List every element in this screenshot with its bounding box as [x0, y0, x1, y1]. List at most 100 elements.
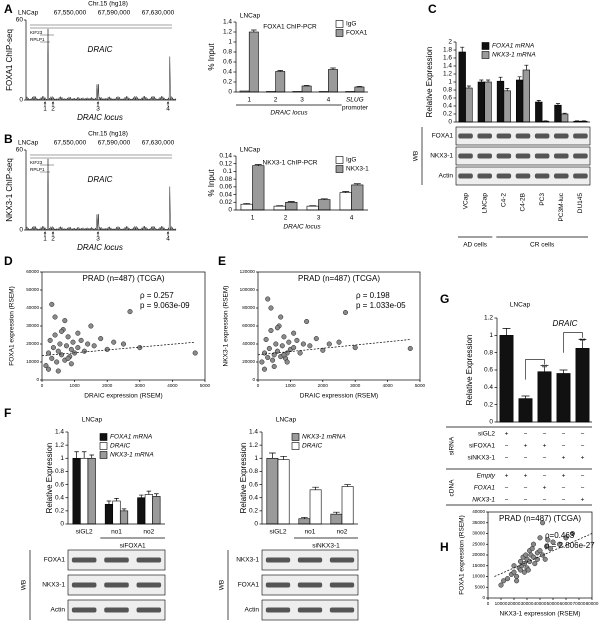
- chart-subtitle: LNCap: [82, 417, 103, 424]
- table-cell: +: [505, 431, 509, 438]
- point: [104, 346, 110, 352]
- blot-band: [265, 582, 291, 588]
- gene-name: RPLP1: [30, 37, 45, 42]
- y-tick-label: 30000: [26, 323, 39, 328]
- bar: [496, 80, 505, 123]
- error-bar: [89, 454, 94, 459]
- blot-band: [515, 133, 531, 139]
- x-tick-label: C4-2: [501, 193, 508, 207]
- point: [521, 569, 527, 575]
- bar: [104, 503, 114, 525]
- legend-swatch: [335, 20, 344, 28]
- bar: [298, 518, 311, 525]
- point: [547, 546, 553, 552]
- bar: [560, 113, 569, 123]
- point: [273, 341, 279, 347]
- y-axis-label: FOXA1 expression (RSEM): [9, 286, 16, 365]
- x-tick-label: C4-2B: [520, 193, 527, 211]
- error-bar: [521, 395, 530, 399]
- y-tick-label: 20000: [472, 552, 485, 557]
- bar: [339, 192, 352, 211]
- track-signal: [25, 28, 177, 101]
- bar: [137, 497, 146, 525]
- point: [281, 334, 287, 340]
- y-tick-label: 20000: [242, 359, 255, 364]
- blot-band: [71, 557, 97, 563]
- y-tick-label: 35000: [472, 520, 485, 525]
- group-label: AD cells: [463, 242, 488, 249]
- gene-model: [30, 24, 172, 43]
- error-bar: [536, 100, 541, 102]
- point: [75, 330, 81, 336]
- blot-band: [554, 153, 569, 159]
- point: [274, 348, 280, 354]
- site-label: 1: [43, 106, 47, 113]
- point: [511, 569, 517, 575]
- blot-band: [496, 153, 512, 159]
- y-tick-label: 1.8: [443, 47, 452, 54]
- table-cell: +: [562, 455, 566, 462]
- error-bar: [330, 67, 336, 70]
- track-chrom: Chr.15 (hg18): [88, 1, 128, 8]
- y-tick-label: 0.2: [443, 111, 452, 118]
- point: [291, 345, 297, 351]
- table-cell: −: [562, 431, 566, 438]
- point: [291, 330, 297, 336]
- track-coord: 67,550,000: [54, 140, 87, 147]
- bar: [328, 69, 338, 93]
- y-tick-label: 60000: [26, 269, 39, 274]
- point: [336, 339, 342, 345]
- x-tick-label: 0: [41, 383, 44, 388]
- y-tick-label: 1.6: [443, 55, 452, 62]
- table-cell: −: [562, 497, 566, 504]
- point: [137, 345, 143, 351]
- point: [259, 359, 265, 365]
- legend-swatch: [481, 42, 490, 50]
- x-axis-label: promoter: [342, 105, 369, 112]
- legend-swatch: [291, 442, 300, 450]
- point: [504, 576, 511, 582]
- y-tick-label: 1.4: [443, 63, 452, 70]
- x-tick-label: 1000: [285, 383, 296, 388]
- x-tick-label: 2: [284, 215, 288, 222]
- bar: [80, 457, 89, 525]
- error-bar: [243, 203, 251, 205]
- legend-label: IgG: [346, 157, 356, 164]
- bar: [330, 513, 343, 525]
- y-tick-label: 100000: [240, 287, 256, 292]
- bar: [248, 31, 259, 93]
- table-cell: −: [505, 485, 509, 492]
- point: [525, 567, 531, 573]
- stat-label: p = 9.063e-09: [140, 301, 190, 310]
- blot-band: [71, 607, 97, 613]
- y-tick-label: 30000: [472, 531, 485, 536]
- y-tick-label: 0.8: [484, 349, 493, 356]
- panel-label: C: [428, 2, 437, 16]
- bar: [522, 69, 530, 123]
- point: [284, 359, 290, 365]
- point: [514, 578, 520, 584]
- error-bar: [333, 511, 340, 515]
- x-axis-label: DRAIC expression (RSEM): [84, 393, 162, 400]
- panel-label: F: [4, 406, 11, 420]
- y-tick-label: 15000: [472, 563, 485, 568]
- error-bar: [106, 500, 112, 505]
- chart-title: NKX3-1 ChIP-PCR: [263, 160, 318, 167]
- error-bar: [121, 508, 127, 511]
- error-bar: [344, 484, 351, 487]
- point: [65, 355, 71, 361]
- y-tick-label: 40000: [242, 341, 255, 346]
- panel-label: B: [4, 132, 13, 146]
- y-tick-label: 0: [482, 595, 485, 600]
- bar: [301, 85, 312, 93]
- bar: [465, 87, 473, 123]
- y-tick-label: 80000: [242, 305, 255, 310]
- x-tick-label: 80000: [586, 601, 599, 606]
- point: [407, 345, 413, 352]
- point: [537, 535, 543, 541]
- error-bar: [139, 494, 144, 498]
- y-tick-label: 0: [60, 521, 64, 528]
- blot-row-label: FOXA1: [432, 133, 454, 140]
- bar: [556, 373, 571, 423]
- point: [52, 314, 58, 320]
